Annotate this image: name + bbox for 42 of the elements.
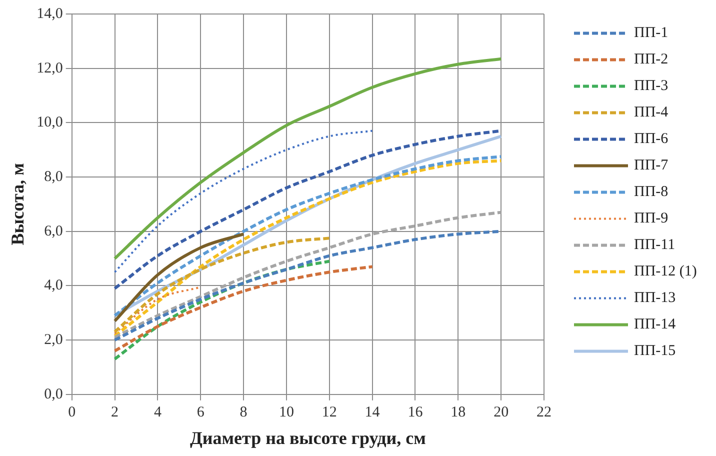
x-tick-label: 6 xyxy=(196,404,205,420)
line-series xyxy=(113,232,246,323)
y-tick-label: 6,0 xyxy=(44,223,63,240)
x-tick-label: 4 xyxy=(154,404,162,420)
y-tick-label: 2,0 xyxy=(44,332,63,348)
legend-label: ПП-3 xyxy=(634,78,668,94)
x-tick-label: 10 xyxy=(278,404,294,420)
y-tick-label: 4,0 xyxy=(44,278,63,294)
line-series xyxy=(113,260,331,361)
line-series xyxy=(113,236,331,334)
x-tick-label: 2 xyxy=(111,404,119,420)
x-tick-label: 0 xyxy=(68,404,76,420)
legend-label: ПП-7 xyxy=(634,158,669,174)
x-tick-label: 12 xyxy=(322,404,337,420)
x-tick-label: 8 xyxy=(240,404,248,420)
legend-label: ПП-11 xyxy=(634,237,676,254)
y-tick-label: 10,0 xyxy=(36,114,63,131)
x-tick-label: 22 xyxy=(536,404,552,420)
legend-label: ПП-9 xyxy=(634,210,668,227)
x-tick-label: 18 xyxy=(450,404,466,420)
x-axis-title: Диаметр на высоте груди, см xyxy=(190,428,426,448)
y-tick-label: 14,0 xyxy=(36,6,63,22)
legend-label: ПП-4 xyxy=(634,104,669,121)
y-axis-title: Высота, м xyxy=(7,163,28,246)
legend-label: ПП-8 xyxy=(634,184,668,200)
y-tick-label: 12,0 xyxy=(36,60,63,76)
x-tick-label: 16 xyxy=(408,404,424,420)
x-tick-label: 20 xyxy=(494,404,509,420)
legend-label: ПП-14 xyxy=(634,316,676,333)
y-tick-label: 8,0 xyxy=(44,168,63,185)
line-series xyxy=(114,130,374,274)
line-series xyxy=(113,210,503,339)
legend-label: ПП-1 xyxy=(634,25,668,42)
x-tick-label: 14 xyxy=(364,404,380,420)
y-tick-label: 0,0 xyxy=(44,386,63,402)
legend-label: ПП-6 xyxy=(634,131,669,148)
legend-label: ПП-15 xyxy=(634,343,676,360)
legend-label: ПП-12 (1) xyxy=(634,264,697,280)
legend-label: ПП-13 xyxy=(634,290,676,306)
line-series xyxy=(113,57,503,260)
line-series xyxy=(113,265,374,352)
legend-label: ПП-2 xyxy=(634,52,668,68)
